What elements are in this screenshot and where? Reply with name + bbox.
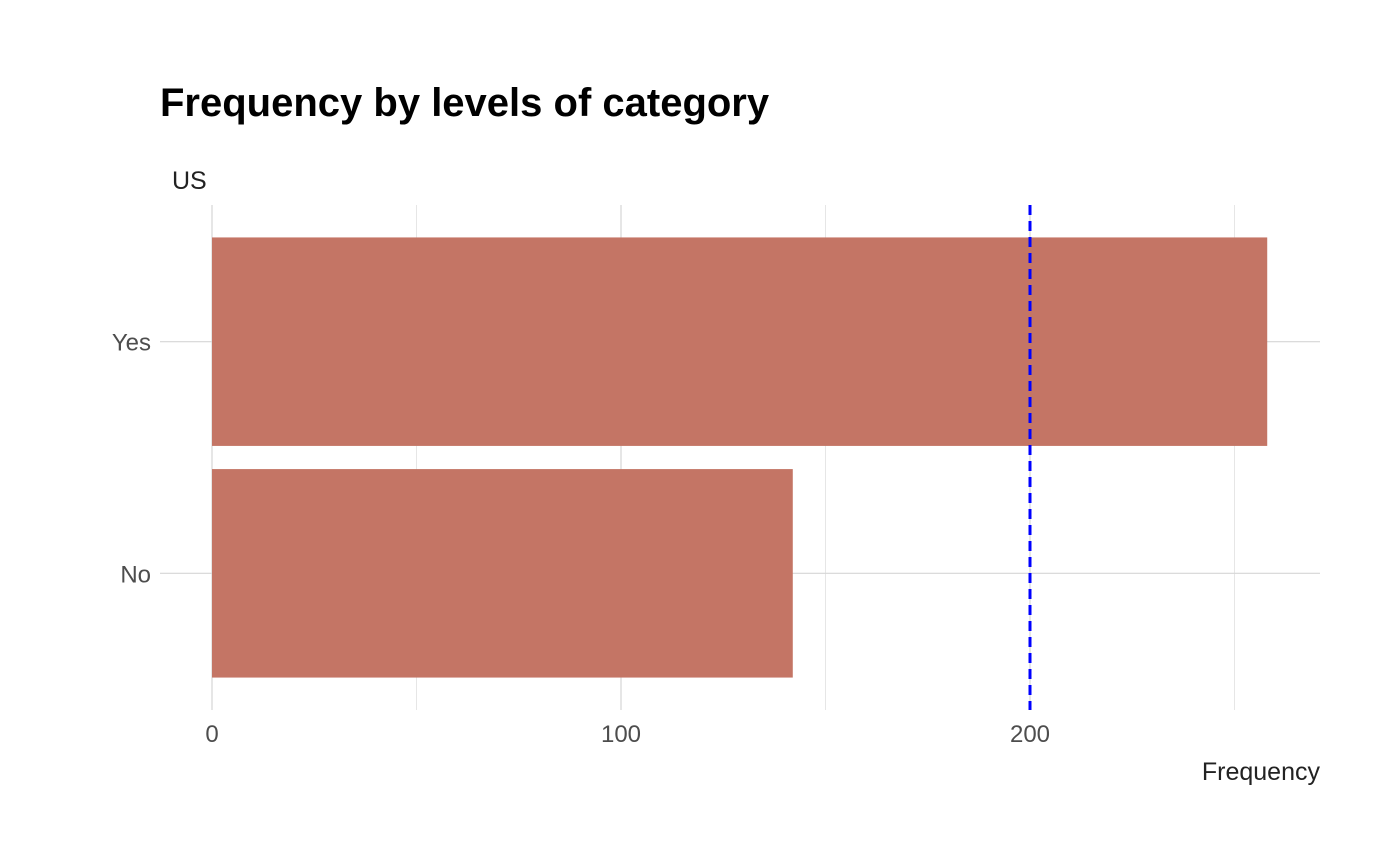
chart-title: Frequency by levels of category (160, 81, 770, 125)
y-tick-label-yes: Yes (112, 330, 151, 357)
x-tick-label: 0 (205, 721, 218, 748)
x-axis-label: Frequency (1202, 758, 1321, 786)
bars (212, 237, 1268, 678)
bar-no (212, 469, 793, 678)
y-axis-label: US (172, 167, 207, 195)
y-tick-label-no: No (120, 561, 151, 588)
x-tick-label: 100 (601, 721, 641, 748)
x-tick-label: 200 (1010, 721, 1050, 748)
bar-yes (212, 237, 1268, 446)
x-tick-labels: 0 100 200 (205, 721, 1050, 748)
y-tick-labels: Yes No (112, 330, 151, 589)
